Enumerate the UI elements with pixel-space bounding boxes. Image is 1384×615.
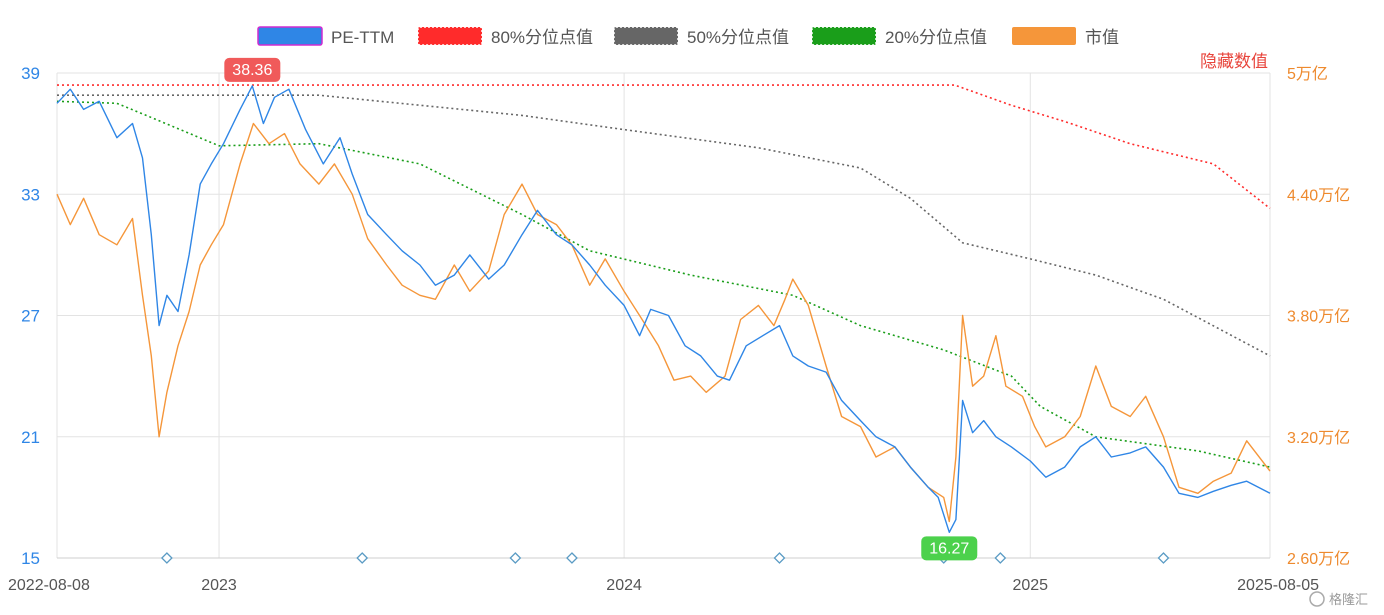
left-tick-label-4: 39 (21, 64, 40, 83)
event-marker-4 (773, 552, 786, 564)
right-tick-label-0: 2.60万亿 (1287, 550, 1350, 568)
series-line-p50 (57, 94, 1271, 357)
legend-item-p50[interactable]: 50%分位点值 (613, 26, 789, 47)
x-tick-label-3: 2025 (1012, 577, 1048, 594)
x-tick-label-4: 2025-08-05 (1237, 577, 1319, 594)
right-tick-label-3: 4.40万亿 (1287, 186, 1350, 204)
hide-values-link[interactable]: 隐藏数值 (1200, 52, 1268, 71)
extreme-badges: 38.36 16.27 (224, 57, 978, 561)
legend-item-p80[interactable]: 80%分位点值 (417, 26, 593, 47)
badge-min-label: 16.27 (929, 540, 969, 557)
legend-item-cap[interactable]: 市值 (1012, 27, 1119, 47)
x-tick-label-1: 2023 (201, 577, 237, 594)
legend-label-p20: 20%分位点值 (885, 28, 987, 47)
right-tick-label-4: 5万亿 (1287, 65, 1328, 83)
badge-min (921, 536, 978, 561)
watermark-text: 格隆汇 (1329, 592, 1368, 607)
series-line-p80 (57, 84, 1271, 210)
series-layer (56, 84, 1271, 533)
watermark-logo-icon (1309, 591, 1325, 607)
series-line-cap (56, 122, 1271, 523)
right-tick-label-2: 3.80万亿 (1287, 308, 1350, 326)
legend-swatch-p20 (811, 26, 877, 46)
legend-label-p50: 50%分位点值 (687, 28, 789, 47)
event-marker-6 (994, 552, 1007, 564)
legend-label-pe: PE-TTM (331, 28, 394, 47)
legend-swatch-pe (257, 26, 323, 46)
badge-max (224, 57, 281, 82)
left-tick-label-3: 33 (21, 185, 40, 204)
x-tick-label-2: 2024 (606, 577, 642, 594)
legend-swatch-cap (1012, 27, 1076, 45)
legend-label-cap: 市值 (1085, 28, 1119, 47)
axis-ticks: 15 21 27 33 39 2.60万亿 3.20万亿 3.80万亿 4.40万亿 5万亿 202… (8, 64, 1350, 594)
legend-item-pe[interactable]: PE-TTM (257, 26, 394, 47)
watermark: 格隆汇 (1309, 591, 1368, 607)
x-tick-label-0: 2022-08-08 (8, 577, 90, 594)
series-line-pe (56, 85, 1271, 533)
event-marker-2 (509, 552, 522, 564)
left-tick-label-2: 27 (21, 307, 40, 326)
legend-swatch-p80 (417, 26, 483, 46)
legend-item-p20[interactable]: 20%分位点值 (811, 26, 987, 47)
badge-max-label: 38.36 (232, 62, 272, 79)
legend[interactable]: PE-TTM 80%分位点值 50%分位点值 20%分位点值 市值 (257, 26, 1119, 47)
event-marker-0 (160, 552, 173, 564)
event-marker-3 (566, 552, 578, 564)
series-line-p20 (56, 100, 1271, 468)
left-tick-label-1: 21 (21, 428, 40, 447)
legend-swatch-p50 (613, 26, 679, 46)
left-tick-label-0: 15 (21, 549, 40, 568)
legend-label-p80: 80%分位点值 (491, 28, 593, 47)
event-marker-7 (1157, 552, 1170, 564)
right-tick-label-1: 3.20万亿 (1287, 429, 1350, 447)
event-marker-1 (356, 552, 369, 564)
